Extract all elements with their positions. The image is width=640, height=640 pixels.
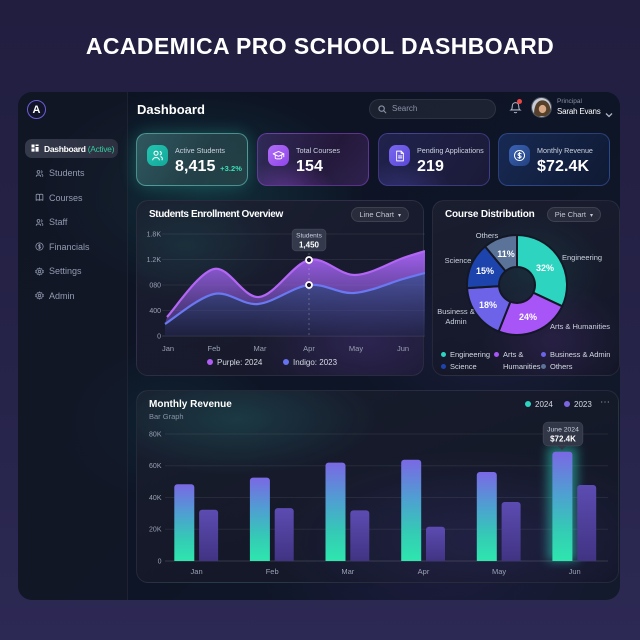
svg-text:Jan: Jan [162,344,174,353]
svg-text:20K: 20K [149,527,162,534]
svg-text:24%: 24% [519,312,537,322]
svg-text:Apr: Apr [303,344,315,353]
svg-text:Admin: Admin [445,317,466,326]
svg-text:60K: 60K [149,463,162,470]
svg-text:11%: 11% [497,249,515,259]
svg-text:Mar: Mar [341,567,354,576]
svg-text:1,450: 1,450 [299,241,320,250]
svg-text:32%: 32% [536,263,554,273]
svg-text:0: 0 [157,334,161,341]
svg-text:Engineering: Engineering [562,253,602,262]
svg-text:May: May [492,567,506,576]
svg-text:Business &: Business & [437,307,475,316]
svg-text:Jun: Jun [397,344,409,353]
svg-text:Feb: Feb [208,344,221,353]
svg-text:0: 0 [158,559,162,566]
svg-text:Mar: Mar [254,344,267,353]
svg-text:1.2K: 1.2K [147,257,162,264]
svg-text:15%: 15% [476,266,494,276]
svg-text:Jan: Jan [191,567,203,576]
svg-text:Apr: Apr [418,567,430,576]
svg-text:June 2024: June 2024 [547,427,579,434]
svg-text:18%: 18% [479,300,497,310]
svg-text:Students: Students [296,233,322,240]
svg-text:Arts & Humanities: Arts & Humanities [550,322,610,331]
svg-text:Feb: Feb [266,567,279,576]
svg-text:Jun: Jun [569,567,581,576]
svg-text:May: May [349,344,363,353]
svg-text:$72.4K: $72.4K [550,435,576,444]
svg-text:080: 080 [149,283,161,290]
svg-text:1.8K: 1.8K [147,232,162,239]
svg-text:40K: 40K [149,495,162,502]
svg-text:80K: 80K [149,432,162,439]
svg-text:400: 400 [149,308,161,315]
svg-text:Others: Others [476,231,499,240]
svg-text:Science: Science [445,256,472,265]
